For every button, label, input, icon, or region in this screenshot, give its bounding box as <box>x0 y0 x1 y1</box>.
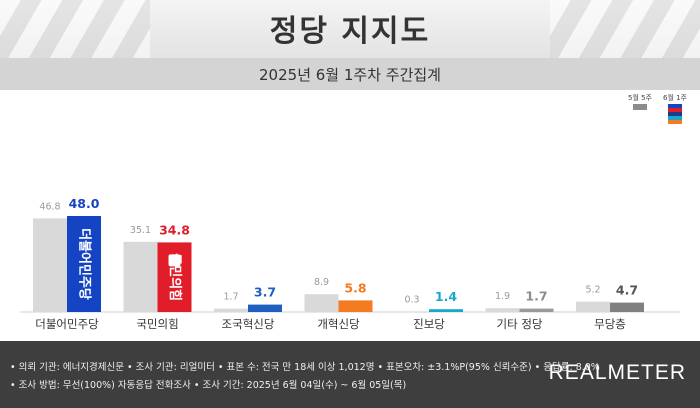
bar-prev-democratic <box>33 218 67 312</box>
header-decoration-right <box>550 0 700 58</box>
data-label-curr-progressive: 1.4 <box>435 289 457 304</box>
data-label-curr-reform: 5.8 <box>344 280 366 295</box>
legend-curr-swatch-orange <box>668 120 682 124</box>
chart-subtitle: 2025년 6월 1주차 주간집계 <box>259 65 441 84</box>
category-label-democratic: 더불어민주당 <box>35 317 99 331</box>
data-label-prev-progressive: 0.3 <box>404 294 419 305</box>
page-title: 정당 지지도 <box>269 14 431 49</box>
legend-curr-swatch-blue <box>668 104 682 108</box>
category-label-reform: 개혁신당 <box>317 317 360 331</box>
data-label-curr-rebuilding: 3.7 <box>254 285 276 300</box>
bar-curr-rebuilding <box>248 304 282 312</box>
category-label-progressive: 진보당 <box>413 317 445 331</box>
category-label-ppp: 국민의힘 <box>136 317 178 331</box>
legend-curr-swatch-red <box>668 108 682 112</box>
category-label-none: 무당층 <box>594 317 626 331</box>
data-label-curr-other: 1.7 <box>525 289 547 304</box>
legend-prev-label: 5월 5주 <box>628 93 653 102</box>
bar-logo-democratic: 더불어민주당 <box>77 228 93 300</box>
data-label-curr-democratic: 48.0 <box>69 196 100 211</box>
data-label-prev-other: 1.9 <box>495 291 510 302</box>
data-label-curr-ppp: 34.8 <box>159 222 190 237</box>
data-label-prev-reform: 8.9 <box>314 277 329 288</box>
bar-curr-ppp <box>157 242 192 312</box>
legend-curr-label: 6월 1주 <box>663 93 688 102</box>
bar-prev-rebuilding <box>214 308 248 312</box>
bar-curr-reform <box>338 300 373 312</box>
bar-curr-other <box>519 308 554 312</box>
bar-prev-progressive <box>395 311 429 312</box>
category-label-rebuilding: 조국혁신당 <box>222 317 275 331</box>
data-label-prev-democratic: 46.8 <box>39 201 60 212</box>
bar-prev-other <box>485 308 520 312</box>
bar-prev-ppp <box>123 241 158 312</box>
data-label-curr-none: 4.7 <box>616 283 638 298</box>
bar-curr-progressive <box>429 309 463 312</box>
brand-logo: REALMETER <box>548 361 686 384</box>
data-label-prev-ppp: 35.1 <box>130 225 151 236</box>
bar-curr-democratic <box>67 216 101 312</box>
footer-survey-info: • 의뢰 기관: 에너지경제신문 • 조사 기관: 리얼미터 • 표본 수: 전… <box>10 362 600 373</box>
subtitle-bar: 2025년 6월 1주차 주간집계 <box>0 58 700 90</box>
data-label-prev-none: 5.2 <box>585 285 600 296</box>
footer-survey-method: • 조사 방법: 무선(100%) 자동응답 전화조사 • 조사 기간: 202… <box>10 380 407 391</box>
legend-curr-swatch-cyan <box>668 116 682 120</box>
legend: 5월 5주 6월 1주 <box>628 93 688 124</box>
footer: • 의뢰 기관: 에너지경제신문 • 조사 기관: 리얼미터 • 표본 수: 전… <box>0 341 700 408</box>
data-label-prev-rebuilding: 1.7 <box>223 292 238 303</box>
category-label-other: 기타 정당 <box>497 317 543 331</box>
header-banner: 정당 지지도 <box>0 0 700 58</box>
chart-area: 5월 5주 6월 1주 46.8 48.0 더불어민주당 더불어민주당 35.1 34.8… <box>0 90 700 340</box>
legend-curr-swatch-navy <box>668 112 682 116</box>
legend-prev-swatch <box>633 104 647 110</box>
bar-prev-reform <box>304 294 339 312</box>
header-decoration-left <box>0 0 150 58</box>
ppp-symbol-icon <box>168 254 181 267</box>
bar-prev-none <box>576 301 610 312</box>
bar-curr-none <box>610 302 644 312</box>
